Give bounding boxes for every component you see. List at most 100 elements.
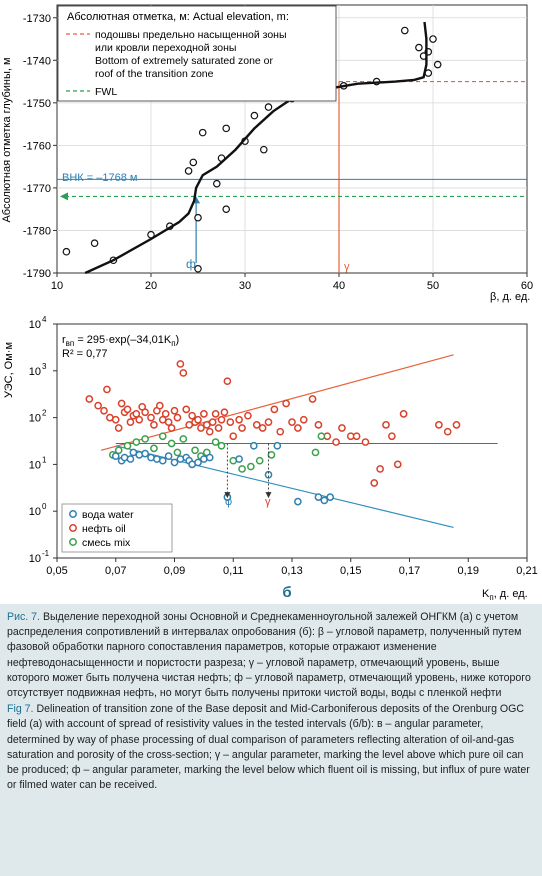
panel-a-legend: Абсолютная отметка, м: Actual elevation,… [57, 5, 337, 102]
panel-a-y-tick-label: -1750 [23, 98, 51, 110]
panel-b-fit-equation: rвп = 295·exp(–34,01Kп) [62, 334, 179, 348]
oil-point [135, 415, 144, 424]
oil-point [205, 427, 214, 436]
oil-point [161, 410, 170, 418]
oil-point [94, 401, 102, 410]
figure-caption: Рис. 7. Выделение переходной зоны Основн… [0, 604, 542, 876]
panel-b-x-tick-label: 0,11 [223, 565, 244, 577]
eq-rhs-sub: п [171, 339, 175, 348]
panel-a-x-tick-label: 60 [521, 280, 533, 292]
oil-point [176, 360, 185, 368]
oil-point [376, 465, 384, 473]
oil-point [155, 401, 164, 410]
oil-point [352, 432, 361, 441]
mix-point [132, 438, 141, 446]
panel-b-y-tick-exponent: 2 [42, 409, 47, 418]
oil-point [214, 424, 223, 432]
water-point [314, 493, 323, 501]
oil-point [103, 385, 111, 394]
oil-point [211, 410, 220, 418]
oil-point [197, 424, 205, 432]
panel-a-point [429, 35, 437, 43]
mix-point [141, 435, 149, 443]
panel-b-phi-label: φ [225, 496, 232, 508]
legend-mix-marker [69, 538, 77, 546]
water-point [273, 441, 282, 450]
oil-point [443, 427, 452, 436]
oil-point [276, 427, 285, 436]
oil-point [117, 399, 126, 408]
oil-point [288, 418, 296, 426]
oil-point [314, 420, 323, 429]
oil-point [393, 460, 402, 469]
mix-point [247, 462, 255, 471]
panel-a-x-tick-label: 30 [239, 280, 251, 292]
panel-b-y-tick-label: 10 [29, 459, 41, 471]
mix-point [191, 446, 199, 455]
panel-a-point [264, 103, 273, 111]
oil-point [294, 424, 302, 432]
panel-b-x-axis-label-k: K [482, 588, 490, 600]
oil-point [258, 424, 267, 432]
caption-en-label: Fig 7. [7, 703, 34, 716]
water-point [320, 496, 329, 505]
panel-a-fit-curve [84, 21, 428, 275]
panel-b-y-tick-exponent: 0 [42, 502, 47, 511]
legend-saturated-ru-1: подошвы предельно насыщенной зоны [95, 29, 287, 41]
oil-point [182, 405, 191, 414]
oil-point [114, 424, 123, 432]
mix-point [211, 438, 220, 446]
oil-point [208, 418, 217, 426]
mix-point [167, 439, 176, 448]
panel-b-y-tick-exponent: -1 [42, 549, 50, 558]
mix-point [150, 444, 158, 453]
oil-point [194, 415, 202, 424]
water-fit-line [115, 445, 454, 529]
water-point [194, 458, 202, 467]
oil-point [147, 413, 155, 422]
panel-a-point [184, 167, 193, 175]
panel-b-x-tick-label: 0,21 [516, 565, 537, 577]
mix-point [317, 432, 326, 441]
oil-point [85, 395, 94, 403]
panel-a-x-tick-label: 50 [427, 280, 439, 292]
mix-point [158, 432, 167, 441]
water-point [326, 493, 335, 501]
panel-a-x-tick-label: 10 [51, 280, 63, 292]
oil-point [123, 405, 132, 414]
legend-saturated-ru-2: или кровли переходной зоны [95, 42, 236, 54]
legend-fwl: FWL [95, 86, 117, 98]
mix-point [238, 465, 246, 473]
oil-point [217, 415, 226, 424]
water-point [126, 455, 135, 463]
oil-point [185, 420, 194, 429]
panel-a-y-tick-label: -1790 [23, 268, 51, 280]
water-point [158, 456, 167, 465]
oil-point [226, 418, 235, 426]
panel-a-point [250, 111, 259, 120]
panel-a-x-tick-label: 20 [145, 280, 157, 292]
oil-point [370, 479, 379, 487]
water-point [205, 453, 214, 462]
panel-a-point [194, 213, 202, 222]
mix-point [123, 441, 132, 450]
panel-a-y-tick-label: -1780 [23, 225, 51, 237]
panel-a-point [90, 239, 99, 248]
panel-a-point [222, 205, 231, 213]
mix-point [267, 450, 276, 459]
legend-mix: смесь mix [82, 537, 131, 549]
legend-water-marker [69, 510, 77, 518]
water-point [164, 452, 173, 461]
oil-point [141, 408, 149, 417]
water-point [235, 455, 243, 463]
panel-a-y-ticks: -1730 -1740 -1750 -1760 -1770 -1780 -1790 [23, 13, 57, 280]
oil-point [173, 413, 182, 422]
panel-b-r2: R² = 0,77 [62, 348, 108, 360]
panel-b-x-tick-label: 0,05 [46, 565, 67, 577]
panel-b-letter: б [282, 584, 291, 600]
oil-point [264, 418, 273, 426]
panel-b-y-tick-label: 10 [29, 413, 41, 425]
oil-point [238, 424, 246, 432]
panel-b-x-axis-label-sub: п [489, 593, 493, 600]
panel-a-point [415, 43, 423, 52]
